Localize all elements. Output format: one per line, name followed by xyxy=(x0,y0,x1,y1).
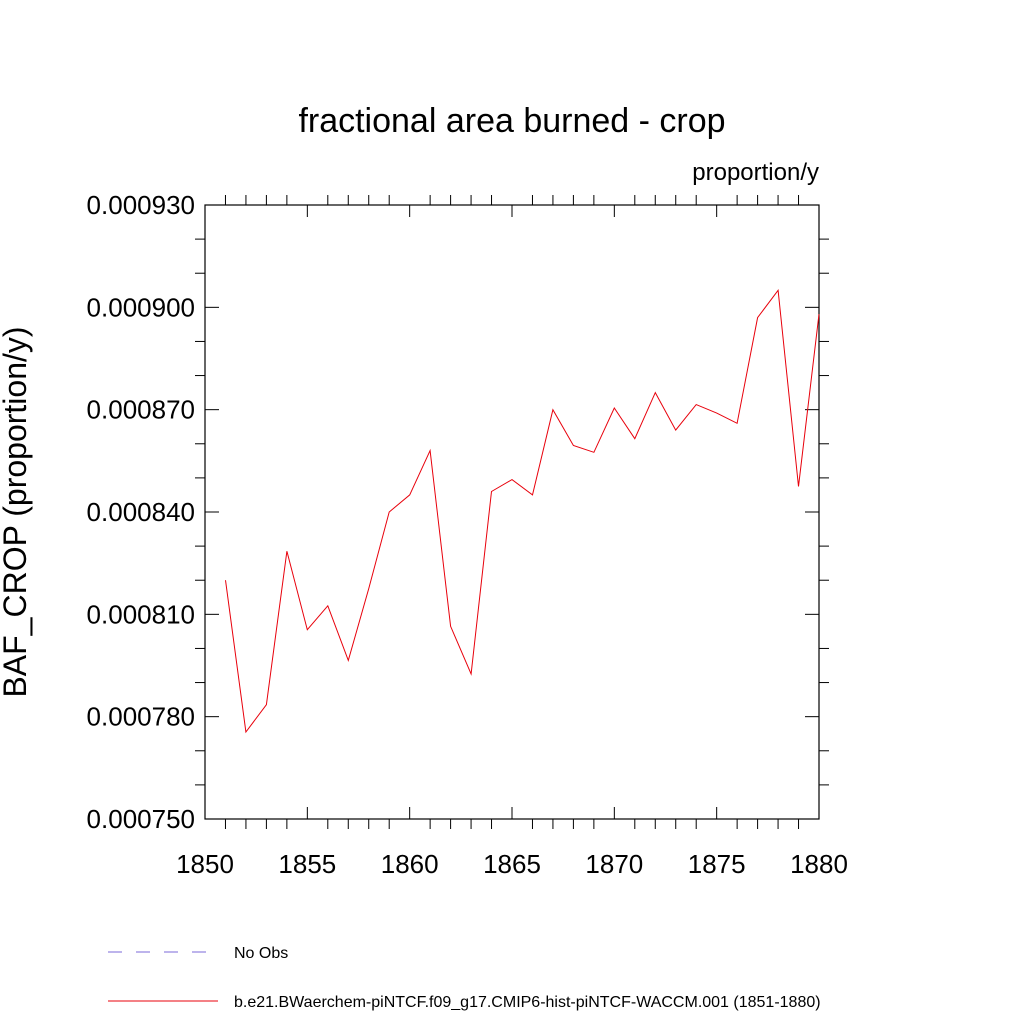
series-lines xyxy=(225,288,820,734)
legend-label-model-run: b.e21.BWaerchem-piNTCF.f09_g17.CMIP6-his… xyxy=(234,994,821,1011)
plot-frame xyxy=(204,204,820,820)
chart-title: fractional area burned - crop xyxy=(298,102,725,140)
x-tick-label: 1860 xyxy=(381,849,439,879)
y-tick-label: 0.000870 xyxy=(87,395,195,425)
y-tick-label: 0.000750 xyxy=(87,804,195,834)
x-tick-label: 1855 xyxy=(278,849,336,879)
x-tick-label: 1865 xyxy=(483,849,541,879)
legend-label-no-obs: No Obs xyxy=(234,945,288,962)
x-tick-label: 1880 xyxy=(790,849,848,879)
units-label: proportion/y xyxy=(692,159,819,186)
y-tick-label: 0.000840 xyxy=(87,497,195,527)
x-tick-label: 1870 xyxy=(585,849,643,879)
axis-ticks xyxy=(195,195,829,829)
x-tick-label: 1850 xyxy=(176,849,234,879)
y-axis-label: BAF_CROP (proportion/y) xyxy=(0,326,33,697)
axis-tick-labels: 1850 1855 1860 1865 1870 1875 1880 0.000750 0.00… xyxy=(87,190,848,879)
series-line xyxy=(225,288,820,734)
y-tick-label: 0.000930 xyxy=(87,190,195,220)
y-tick-label: 0.000810 xyxy=(87,599,195,629)
legend: No Obs b.e21.BWaerchem-piNTCF.f09_g17.CM… xyxy=(108,945,821,1011)
y-tick-label: 0.000780 xyxy=(87,702,195,732)
y-tick-label: 0.000900 xyxy=(87,292,195,322)
x-tick-label: 1875 xyxy=(688,849,746,879)
